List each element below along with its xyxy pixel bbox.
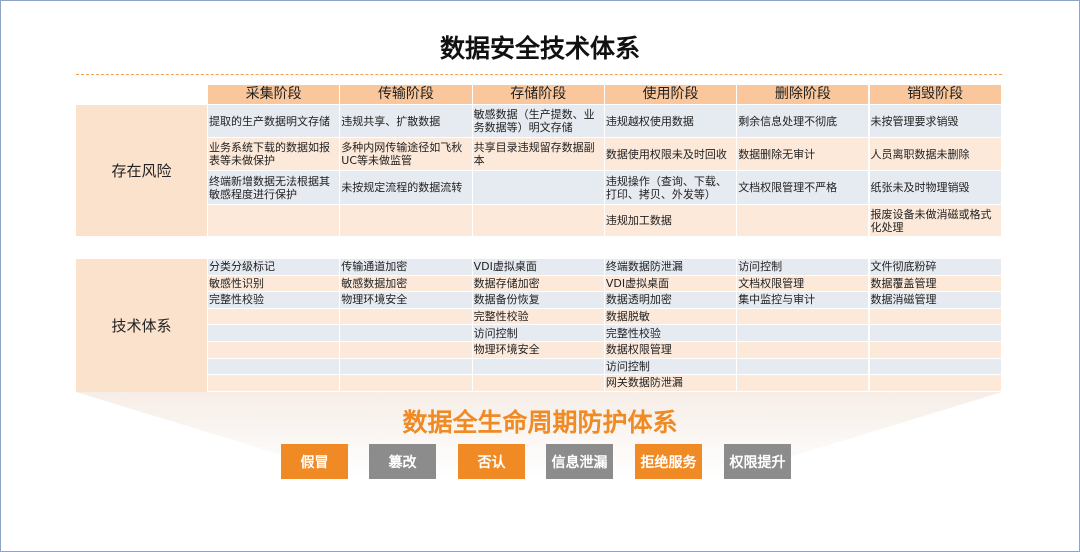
stage-header: 使用阶段 — [604, 85, 737, 104]
technique-cell: 数据权限管理 — [604, 342, 737, 358]
stage-header: 存储阶段 — [472, 85, 604, 104]
technique-cell — [869, 308, 1001, 325]
technique-cell — [208, 325, 340, 341]
stage-header: 采集阶段 — [208, 85, 340, 104]
threat-tag: 假冒 — [281, 444, 348, 479]
technique-cell: 分类分级标记 — [208, 259, 340, 275]
technique-cell — [208, 358, 340, 375]
technique-cell: 访问控制 — [737, 259, 869, 275]
technique-cell — [340, 375, 472, 391]
technique-cell — [340, 308, 472, 325]
risk-cell: 数据删除无审计 — [737, 138, 869, 170]
technique-cell: 物理环境安全 — [472, 342, 604, 358]
technique-cell: 文档权限管理 — [737, 275, 869, 292]
technique-cell — [869, 358, 1001, 375]
technique-cell — [737, 325, 869, 341]
risk-cell: 未按规定流程的数据流转 — [340, 171, 472, 204]
technique-cell — [869, 325, 1001, 341]
risk-cell: 未按管理要求销毁 — [869, 105, 1001, 137]
risk-cell: 数据使用权限未及时回收 — [604, 138, 737, 170]
technique-cell: 完整性校验 — [208, 292, 340, 308]
title: 数据安全技术体系 — [439, 34, 640, 63]
technique-cell — [340, 358, 472, 375]
risk-cell: 违规加工数据 — [604, 205, 737, 236]
risk-cell: 文档权限管理不严格 — [737, 171, 869, 204]
divider — [76, 74, 1002, 75]
threat-tag: 信息泄漏 — [546, 444, 613, 479]
technique-cell: 数据存储加密 — [472, 275, 604, 292]
technique-cell — [340, 342, 472, 358]
threat-tag: 拒绝服务 — [635, 444, 702, 479]
risk-cell — [472, 205, 604, 236]
technique-cell: 传输通道加密 — [340, 259, 472, 275]
technique-cell: 访问控制 — [472, 325, 604, 341]
technique-cell: 网关数据防泄漏 — [604, 375, 737, 391]
technique-cell: 物理环境安全 — [340, 292, 472, 308]
technique-cell: 数据消磁管理 — [869, 292, 1001, 308]
risk-cell — [208, 205, 340, 236]
technique-cell — [737, 308, 869, 325]
technique-cell — [340, 325, 472, 341]
risk-cell — [472, 171, 604, 204]
technique-cell: 敏感数据加密 — [340, 275, 472, 292]
risk-cell: 人员离职数据未删除 — [869, 138, 1001, 170]
risk-cell: 业务系统下载的数据如报表等未做保护 — [208, 138, 340, 170]
risk-cell: 违规操作（查询、下载、打印、拷贝、外发等） — [604, 171, 737, 204]
technique-cell — [208, 308, 340, 325]
technique-cell: 终端数据防泄漏 — [604, 259, 737, 275]
technique-cell: 文件彻底粉碎 — [869, 259, 1001, 275]
technique-cell — [869, 342, 1001, 358]
risk-cell: 违规共享、扩散数据 — [340, 105, 472, 137]
technique-cell: 敏感性识别 — [208, 275, 340, 292]
threat-tag: 权限提升 — [724, 444, 791, 479]
technique-cell — [208, 342, 340, 358]
risk-cell: 违规越权使用数据 — [604, 105, 737, 137]
technique-cell — [472, 375, 604, 391]
risk-cell: 敏感数据（生产提数、业务数据等）明文存储 — [472, 105, 604, 137]
risk-cell: 多种内网传输途径如飞秋UC等未做监管 — [340, 138, 472, 170]
threat-tag: 篡改 — [369, 444, 436, 479]
risk-cell: 共享目录违规留存数据副本 — [472, 138, 604, 170]
risk-cell: 剩余信息处理不彻底 — [737, 105, 869, 137]
technique-cell: 集中监控与审计 — [737, 292, 869, 308]
stage-header: 传输阶段 — [340, 85, 472, 104]
technique-cell — [737, 375, 869, 391]
risk-cell: 纸张未及时物理销毁 — [869, 171, 1001, 204]
technique-cell: 数据透明加密 — [604, 292, 737, 308]
threat-tag: 否认 — [458, 444, 525, 479]
technique-cell: 访问控制 — [604, 358, 737, 375]
risk-cell: 报废设备未做消磁或格式化处理 — [869, 205, 1001, 236]
technique-cell: 数据备份恢复 — [472, 292, 604, 308]
stage-header: 销毁阶段 — [869, 85, 1001, 104]
section-label: 存在风险 — [76, 105, 207, 236]
risk-cell — [737, 205, 869, 236]
technique-cell: VDI虚拟桌面 — [472, 259, 604, 275]
technique-cell — [208, 375, 340, 391]
risk-cell: 终端新增数据无法根据其敏感程度进行保护 — [208, 171, 340, 204]
technique-cell: VDI虚拟桌面 — [604, 275, 737, 292]
risk-cell — [340, 205, 472, 236]
technique-cell — [737, 342, 869, 358]
section-label: 技术体系 — [76, 259, 207, 392]
footer-title: 数据全生命周期防护体系 — [402, 408, 678, 437]
stage-header: 删除阶段 — [737, 85, 869, 104]
technique-cell — [737, 358, 869, 375]
technique-cell: 完整性校验 — [604, 325, 737, 341]
technique-cell — [869, 375, 1001, 391]
technique-cell: 数据覆盖管理 — [869, 275, 1001, 292]
technique-cell: 数据脱敏 — [604, 308, 737, 325]
technique-cell — [472, 358, 604, 375]
technique-cell: 完整性校验 — [472, 308, 604, 325]
risk-cell: 提取的生产数据明文存储 — [208, 105, 340, 137]
